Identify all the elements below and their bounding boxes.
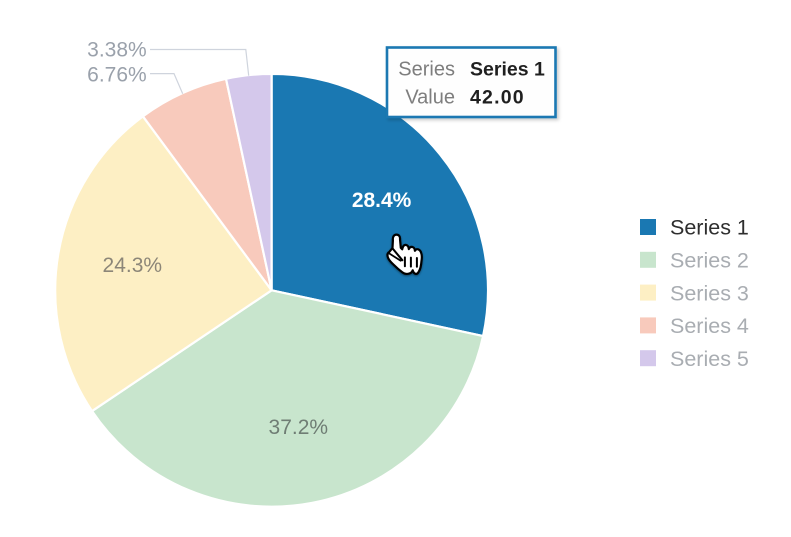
svg-text:Series 3: Series 3	[670, 281, 749, 305]
svg-text:37.2%: 37.2%	[269, 416, 329, 439]
svg-text:3.38%: 3.38%	[87, 39, 147, 62]
svg-text:24.3%: 24.3%	[103, 254, 163, 277]
svg-text:42.00: 42.00	[470, 87, 525, 109]
svg-text:Series 4: Series 4	[670, 314, 749, 338]
svg-text:Series 1: Series 1	[470, 59, 545, 81]
svg-text:Series: Series	[398, 59, 455, 81]
svg-text:6.76%: 6.76%	[87, 64, 147, 87]
svg-text:28.4%: 28.4%	[352, 189, 412, 212]
svg-text:Series 5: Series 5	[670, 347, 749, 371]
svg-text:Series 1: Series 1	[670, 216, 749, 240]
svg-text:Value: Value	[405, 87, 455, 109]
svg-text:Series 2: Series 2	[670, 249, 749, 273]
